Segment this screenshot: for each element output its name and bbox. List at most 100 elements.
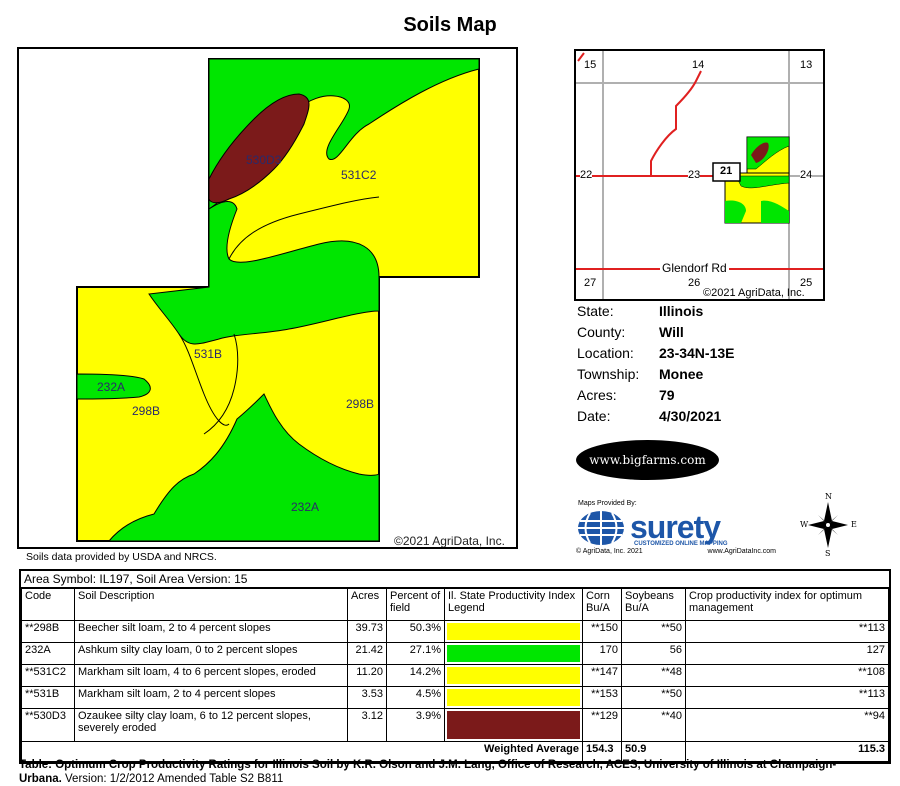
cell-soy: **50 — [621, 686, 686, 709]
agridata-credit: © AgriData, Inc. 2021 www.AgriDataInc.co… — [576, 548, 776, 555]
info-value: 79 — [659, 387, 675, 403]
soil-area-232A-west — [76, 373, 151, 400]
table-row: 232A Ashkum silty clay loam, 0 to 2 perc… — [21, 642, 889, 665]
footnote-version: Version: 1/2/2012 Amended Table S2 B811 — [61, 773, 284, 785]
info-value: 23-34N-13E — [659, 345, 735, 361]
col-header-legend: Il. State Productivity Index Legend — [444, 588, 583, 621]
soil-table: Area Symbol: IL197, Soil Area Version: 1… — [19, 569, 891, 764]
legend-swatch — [447, 645, 580, 662]
cell-desc: Markham silt loam, 4 to 6 percent slopes… — [74, 664, 348, 687]
maps-provided-by: Maps Provided By: — [578, 500, 637, 507]
cell-legend — [444, 708, 583, 742]
soil-label: 298B — [132, 404, 161, 418]
cell-legend — [444, 620, 583, 643]
cell-pct: 27.1% — [386, 642, 445, 665]
subject-parcel-detail — [735, 175, 790, 189]
surety-logo: surety CUSTOMIZED ONLINE MAPPING — [576, 509, 772, 547]
subject-parcel-detail — [761, 200, 789, 223]
cell-desc: Ashkum silty clay loam, 0 to 2 percent s… — [74, 642, 348, 665]
section-number: 27 — [584, 277, 597, 289]
cell-soy: **48 — [621, 664, 686, 687]
cell-acres: 21.42 — [347, 642, 387, 665]
col-header-desc: Soil Description — [74, 588, 348, 621]
cell-crop: **108 — [685, 664, 889, 687]
locator-map: 15 14 13 22 23 24 27 26 25 21 Glendorf R… — [574, 49, 825, 301]
cell-desc: Ozaukee silty clay loam, 6 to 12 percent… — [74, 708, 348, 742]
cell-code: **531C2 — [21, 664, 75, 687]
cell-legend — [444, 642, 583, 665]
compass-n: N — [825, 492, 832, 501]
cell-code: **298B — [21, 620, 75, 643]
cell-acres: 39.73 — [347, 620, 387, 643]
legend-swatch — [447, 667, 580, 684]
compass-rose-icon: N S W E — [800, 492, 857, 558]
cell-soy: **50 — [621, 620, 686, 643]
cell-pct: 4.5% — [386, 686, 445, 709]
weighted-corn: 154.3 — [582, 741, 622, 762]
legend-swatch — [447, 711, 580, 739]
table-row: **530D3 Ozaukee silty clay loam, 6 to 12… — [21, 708, 889, 742]
info-row-county: County: Will — [577, 322, 735, 343]
soil-label: 232A — [97, 380, 126, 394]
info-row-acres: Acres: 79 — [577, 385, 735, 406]
footnote-citation: Table: Optimum Crop Productivity Ratings… — [19, 759, 837, 785]
bigfarms-link[interactable]: www.bigfarms.com — [589, 453, 706, 467]
soil-area-232A-corridor — [148, 201, 380, 345]
cell-soy: **40 — [621, 708, 686, 742]
soil-label: 531C2 — [341, 168, 377, 182]
info-row-location: Location: 23-34N-13E — [577, 343, 735, 364]
cell-code: 232A — [21, 642, 75, 665]
info-key: County: — [577, 324, 626, 340]
road-line — [577, 52, 585, 62]
globe-icon — [578, 511, 624, 545]
info-value: Illinois — [659, 303, 704, 319]
info-key: State: — [577, 303, 614, 319]
cell-code: **531B — [21, 686, 75, 709]
weighted-crop: 115.3 — [685, 741, 889, 762]
table-footnote: Table: Optimum Crop Productivity Ratings… — [19, 758, 879, 786]
soil-area-530D3 — [208, 93, 310, 204]
cell-pct: 14.2% — [386, 664, 445, 687]
table-row: **531B Markham silt loam, 2 to 4 percent… — [21, 686, 889, 709]
section-number: 22 — [580, 169, 593, 181]
source-note: Soils data provided by USDA and NRCS. — [26, 551, 217, 563]
section-highlight: 21 — [720, 165, 733, 177]
info-key: Acres: — [577, 387, 617, 403]
cell-desc: Beecher silt loam, 2 to 4 percent slopes — [74, 620, 348, 643]
info-key: Location: — [577, 345, 634, 361]
cell-crop: **113 — [685, 686, 889, 709]
section-number: 24 — [800, 169, 813, 181]
cell-acres: 11.20 — [347, 664, 387, 687]
bigfarms-logo[interactable]: www.bigfarms.com — [576, 440, 719, 480]
cell-acres: 3.12 — [347, 708, 387, 742]
section-number: 15 — [584, 59, 597, 71]
agridata-url[interactable]: www.AgriDataInc.com — [707, 548, 776, 555]
surety-tagline: CUSTOMIZED ONLINE MAPPING — [634, 541, 728, 547]
col-header-crop: Crop productivity index for optimum mana… — [685, 588, 889, 621]
cell-pct: 50.3% — [386, 620, 445, 643]
legend-swatch — [447, 623, 580, 640]
cell-desc: Markham silt loam, 2 to 4 percent slopes — [74, 686, 348, 709]
road-label: Glendorf Rd — [660, 261, 729, 275]
cell-code: **530D3 — [21, 708, 75, 742]
soil-boundary-531C2 — [228, 196, 380, 260]
road-line — [650, 70, 702, 176]
map-copyright: ©2021 AgriData, Inc. — [394, 534, 505, 548]
info-row-township: Township: Monee — [577, 364, 735, 385]
table-header-row: Code Soil Description Acres Percent of f… — [21, 588, 889, 621]
section-number: 26 — [688, 277, 701, 289]
soil-label: 531B — [194, 347, 223, 361]
cell-corn: **147 — [582, 664, 622, 687]
page-title: Soils Map — [403, 14, 497, 36]
soil-table-grid: Code Soil Description Acres Percent of f… — [21, 588, 889, 762]
compass-e: E — [851, 520, 857, 529]
locator-copyright: ©2021 AgriData, Inc. — [703, 287, 805, 299]
info-key: Date: — [577, 408, 611, 424]
weighted-soy: 50.9 — [621, 741, 686, 762]
subject-parcel-detail — [725, 200, 746, 223]
subject-parcel-detail — [751, 142, 769, 163]
cell-soy: 56 — [621, 642, 686, 665]
col-header-soy: Soybeans Bu/A — [621, 588, 686, 621]
info-value: Will — [659, 324, 684, 340]
soil-area-232A-south — [107, 393, 380, 542]
